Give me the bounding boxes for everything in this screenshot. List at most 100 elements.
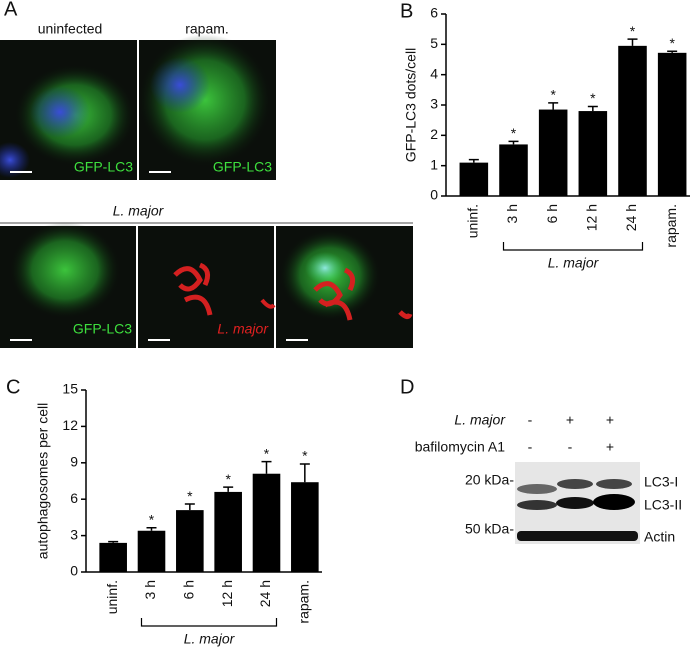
y-axis-label: autophagosomes per cell bbox=[35, 403, 51, 559]
bar bbox=[499, 144, 528, 196]
sign: - bbox=[528, 439, 533, 455]
band bbox=[593, 494, 635, 510]
x-tick-label: rapam. bbox=[296, 580, 312, 624]
group-bracket bbox=[140, 618, 278, 627]
band-label: LC3-I bbox=[644, 474, 678, 490]
significance-marker: * bbox=[302, 448, 308, 464]
y-tick-label: 2 bbox=[430, 126, 438, 142]
bar bbox=[618, 45, 647, 196]
significance-marker: * bbox=[511, 125, 517, 141]
error-bar bbox=[108, 540, 119, 543]
x-tick-label: rapam. bbox=[663, 204, 679, 248]
error-bar bbox=[587, 105, 598, 112]
image-label: uninfected bbox=[38, 21, 103, 37]
y-tick-label: 6 bbox=[430, 5, 438, 21]
group-label: L. major bbox=[548, 255, 600, 271]
band bbox=[557, 479, 593, 489]
row-label: L. major bbox=[454, 412, 506, 428]
nucleus bbox=[305, 252, 345, 284]
sign: - bbox=[568, 439, 573, 455]
mw-marker: 50 kDa- bbox=[465, 521, 514, 537]
bar bbox=[657, 52, 687, 197]
mw-marker: 20 kDa- bbox=[465, 472, 514, 488]
panel-letter: C bbox=[6, 376, 20, 398]
panel-letter: A bbox=[4, 0, 18, 20]
nucleus bbox=[30, 86, 90, 138]
y-tick-label: 9 bbox=[70, 454, 78, 470]
parasites bbox=[173, 262, 213, 316]
y-tick-label: 4 bbox=[430, 65, 438, 81]
error-bar bbox=[548, 102, 559, 110]
band bbox=[517, 484, 557, 494]
y-tick-label: 0 bbox=[430, 187, 438, 203]
bar bbox=[578, 111, 608, 196]
y-tick-label: 3 bbox=[430, 96, 438, 112]
sign: - bbox=[528, 412, 533, 428]
y-tick-label: 3 bbox=[70, 526, 78, 542]
y-tick-label: 12 bbox=[62, 417, 78, 433]
row-label: L. major bbox=[113, 203, 165, 219]
significance-marker: * bbox=[630, 23, 636, 39]
stain-label: GFP-LC3 bbox=[213, 159, 272, 175]
x-tick-label: uninf. bbox=[465, 204, 481, 238]
x-tick-label: 3 h bbox=[504, 204, 520, 223]
error-bar bbox=[223, 486, 234, 492]
band-label: LC3-II bbox=[644, 497, 682, 513]
y-axis-label: GFP-LC3 dots/cell bbox=[403, 48, 419, 162]
error-bar bbox=[261, 460, 272, 474]
band bbox=[517, 531, 638, 541]
y-tick-label: 15 bbox=[62, 381, 78, 397]
x-tick-label: 24 h bbox=[623, 204, 639, 231]
micrograph bbox=[138, 226, 274, 348]
error-bar bbox=[299, 463, 310, 483]
significance-marker: * bbox=[149, 511, 155, 527]
nucleus bbox=[150, 57, 210, 113]
x-tick-label: 3 h bbox=[142, 580, 158, 599]
parasites bbox=[260, 298, 276, 309]
y-tick-label: 6 bbox=[70, 490, 78, 506]
error-bar bbox=[146, 526, 157, 531]
bar bbox=[214, 491, 242, 572]
group-label: L. major bbox=[184, 631, 236, 647]
significance-marker: * bbox=[187, 488, 193, 504]
y-tick-label: 5 bbox=[430, 35, 438, 51]
band bbox=[556, 497, 594, 509]
sign: + bbox=[606, 439, 614, 455]
stain-label: GFP-LC3 bbox=[74, 159, 133, 175]
error-bar bbox=[468, 158, 479, 163]
bar bbox=[252, 473, 281, 572]
y-tick-label: 1 bbox=[430, 156, 438, 172]
panel-letter: D bbox=[400, 376, 414, 398]
x-tick-label: 12 h bbox=[219, 580, 235, 607]
bar bbox=[538, 109, 568, 196]
sign: + bbox=[606, 412, 614, 428]
x-tick-label: 12 h bbox=[584, 204, 600, 231]
x-tick-label: 24 h bbox=[257, 580, 273, 607]
bar bbox=[99, 542, 127, 572]
x-tick-label: 6 h bbox=[544, 204, 560, 223]
image-label: rapam. bbox=[185, 21, 229, 37]
significance-marker: * bbox=[264, 445, 270, 461]
sign: + bbox=[566, 412, 574, 428]
bar bbox=[291, 482, 319, 572]
parasites bbox=[313, 267, 413, 321]
cell bbox=[10, 222, 120, 318]
stain-label: GFP-LC3 bbox=[73, 321, 132, 337]
band-label: Actin bbox=[644, 529, 675, 545]
bar bbox=[137, 530, 166, 572]
band bbox=[517, 500, 557, 510]
x-tick-label: 6 h bbox=[181, 580, 197, 599]
group-bracket bbox=[502, 242, 644, 251]
bar bbox=[459, 162, 489, 196]
significance-marker: * bbox=[669, 35, 675, 51]
significance-marker: * bbox=[225, 471, 231, 487]
stain-label: L. major bbox=[217, 321, 269, 337]
nucleus bbox=[0, 142, 30, 178]
bar bbox=[176, 510, 204, 572]
significance-marker: * bbox=[590, 90, 596, 106]
panel-d: D L. major - + + bafilomycin A1 - - + 20… bbox=[400, 376, 682, 544]
row-label: bafilomycin A1 bbox=[415, 439, 505, 455]
y-tick-label: 0 bbox=[70, 563, 78, 579]
band bbox=[596, 479, 632, 489]
